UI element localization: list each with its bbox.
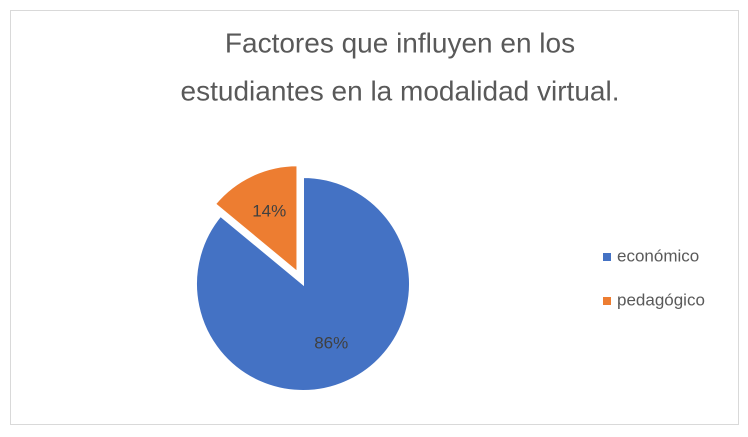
chart-title: estudiantes en la modalidad virtual.: [181, 75, 620, 106]
legend-swatch: [603, 297, 611, 305]
chart-title: Factores que influyen en los: [225, 27, 575, 58]
pie-slice: [213, 164, 299, 275]
legend-label: pedagógico: [617, 290, 705, 309]
data-label: 86%: [314, 334, 348, 353]
data-label: 14%: [252, 202, 286, 221]
pie-slice: [195, 175, 411, 392]
legend-swatch: [603, 253, 611, 261]
legend-label: económico: [617, 246, 699, 265]
